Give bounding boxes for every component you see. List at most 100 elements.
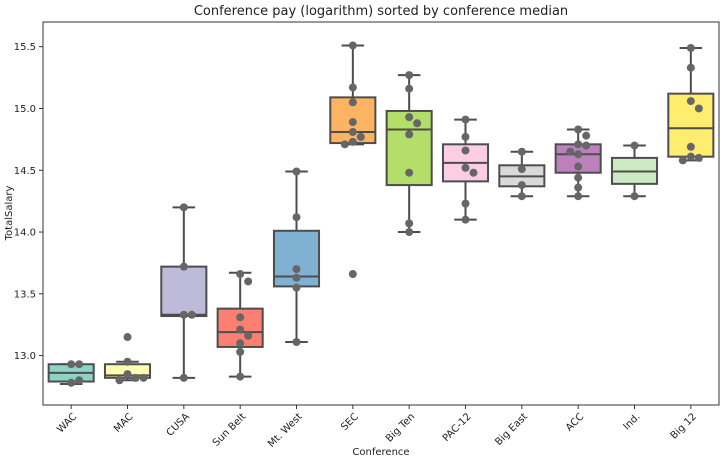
- data-point: [413, 119, 422, 128]
- data-point: [630, 141, 639, 150]
- data-point: [461, 199, 470, 208]
- y-axis: 13.0 13.5 14.0 14.5 15.0 15.5: [14, 42, 43, 362]
- data-point: [686, 43, 695, 52]
- box-group: [385, 71, 433, 237]
- data-point: [517, 165, 526, 174]
- data-point: [236, 270, 245, 279]
- data-point: [292, 265, 301, 274]
- data-point: [574, 183, 583, 192]
- y-tick-label: 13.5: [14, 289, 36, 300]
- data-point: [686, 152, 695, 161]
- data-point: [574, 173, 583, 182]
- data-point: [292, 273, 301, 282]
- data-point: [236, 339, 245, 348]
- plot-frame: [42, 21, 720, 406]
- data-point: [348, 270, 357, 279]
- x-tick-label: MAC: [112, 411, 136, 435]
- data-point: [123, 370, 132, 379]
- data-point: [348, 83, 357, 92]
- box-group: [554, 125, 602, 201]
- data-point: [461, 132, 470, 141]
- data-point: [574, 140, 583, 149]
- data-point: [236, 313, 245, 322]
- data-point: [517, 181, 526, 190]
- x-tick-label: SEC: [339, 411, 361, 433]
- x-tick-label: CUSA: [165, 411, 192, 438]
- data-point: [75, 360, 84, 369]
- box: [160, 265, 208, 318]
- data-point: [517, 147, 526, 156]
- data-point: [582, 131, 591, 140]
- data-point: [236, 325, 245, 334]
- x-tick-label: Big Ten: [384, 411, 417, 444]
- data-point: [131, 373, 140, 382]
- data-point: [292, 283, 301, 292]
- data-point: [686, 97, 695, 106]
- data-point: [461, 115, 470, 124]
- data-point: [356, 132, 365, 141]
- data-point: [187, 310, 196, 319]
- data-point: [582, 141, 591, 150]
- data-point: [686, 142, 695, 151]
- data-point: [694, 153, 703, 162]
- x-tick-label: Mt. West: [266, 411, 305, 450]
- data-point: [630, 192, 639, 201]
- data-point: [686, 63, 695, 72]
- data-point: [405, 84, 414, 93]
- y-tick-label: 14.0: [14, 228, 36, 239]
- x-axis: WAC MAC CUSA Sun Belt Mt. West SEC Big Ten PAC-…: [55, 405, 699, 450]
- data-point: [574, 150, 583, 159]
- x-axis-label: Conference: [352, 447, 409, 458]
- data-point: [405, 130, 414, 139]
- box-group: [160, 203, 208, 382]
- box-group: [272, 167, 321, 346]
- data-point: [574, 162, 583, 171]
- data-point: [236, 372, 245, 381]
- data-point: [678, 156, 687, 165]
- box-group: [441, 115, 490, 224]
- data-point: [405, 113, 414, 122]
- y-tick-label: 13.0: [14, 351, 36, 362]
- data-point: [405, 71, 414, 80]
- data-point: [292, 337, 301, 346]
- box-group: [329, 41, 377, 279]
- data-point: [340, 140, 349, 149]
- data-point: [115, 376, 124, 385]
- data-point: [348, 137, 357, 146]
- data-point: [405, 168, 414, 177]
- data-point: [566, 147, 575, 156]
- data-point: [179, 310, 188, 319]
- data-point: [75, 376, 84, 385]
- data-point: [123, 357, 132, 366]
- data-point: [67, 360, 76, 369]
- chart-title: Conference pay (logarithm) sorted by con…: [194, 4, 568, 19]
- data-point: [469, 168, 478, 177]
- data-point: [461, 215, 470, 224]
- data-point: [292, 213, 301, 222]
- box-group: [498, 147, 546, 201]
- data-point: [292, 167, 301, 176]
- data-point: [244, 331, 253, 340]
- data-point: [67, 378, 76, 387]
- data-point: [461, 146, 470, 155]
- x-tick-label: Sun Belt: [211, 411, 248, 448]
- data-point: [179, 373, 188, 382]
- data-point: [574, 192, 583, 201]
- box-group: [667, 43, 715, 165]
- data-point: [405, 228, 414, 237]
- y-tick-label: 15.5: [14, 42, 36, 53]
- data-point: [348, 98, 357, 107]
- box-group: [103, 333, 152, 385]
- data-point: [348, 118, 357, 127]
- y-tick-label: 14.5: [14, 166, 36, 177]
- x-tick-label: ACC: [564, 411, 586, 433]
- box-group: [47, 360, 95, 387]
- box-group: [610, 141, 659, 201]
- data-point: [348, 41, 357, 50]
- data-point: [123, 333, 132, 342]
- data-point: [461, 163, 470, 172]
- data-point: [348, 127, 357, 136]
- data-point: [517, 192, 526, 201]
- data-point: [236, 347, 245, 356]
